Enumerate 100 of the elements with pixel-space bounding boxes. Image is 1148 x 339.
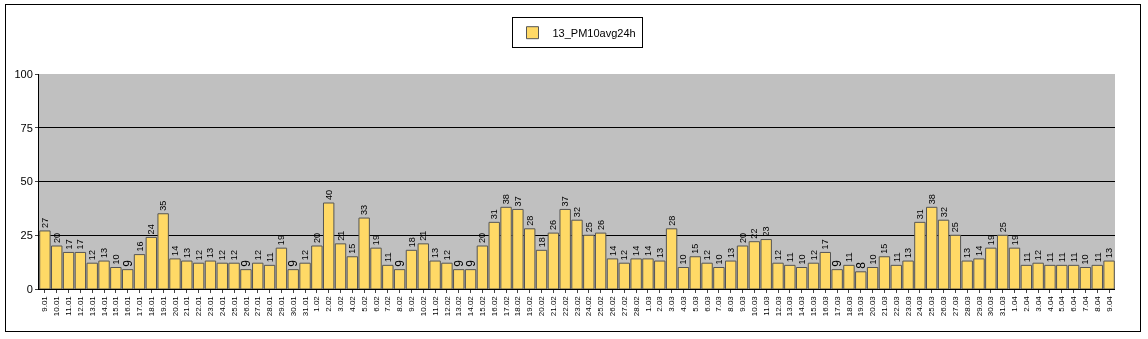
data-label: 8 <box>853 261 868 269</box>
data-label: 27 <box>39 217 50 228</box>
x-tick-label: 12.01 <box>75 295 85 317</box>
x-tick-label: 25.02 <box>596 295 606 317</box>
data-label: 13 <box>903 247 914 259</box>
x-tick-label: 18.03 <box>844 295 854 317</box>
x-tick-label: 10.01 <box>52 295 62 317</box>
x-tick-label: 8.04 <box>1092 295 1102 312</box>
x-tick-label: 24.03 <box>915 295 925 317</box>
data-label: 18 <box>536 237 547 248</box>
data-label: 37 <box>512 196 523 207</box>
data-label: 33 <box>359 204 370 216</box>
x-tick-label: 10.02 <box>418 295 428 317</box>
x-tick-label: 5.02 <box>359 295 369 312</box>
x-tick-label: 2.04 <box>1021 295 1031 312</box>
x-tick-label: 1.04 <box>1010 295 1020 312</box>
x-tick-label: 26.01 <box>241 295 251 317</box>
x-tick-label: 7.02 <box>383 295 393 312</box>
data-label: 40 <box>323 189 334 200</box>
x-tick-label: 16.03 <box>820 295 830 317</box>
data-label: 14 <box>974 245 985 256</box>
data-label: 14 <box>642 245 653 256</box>
data-label: 15 <box>879 243 890 254</box>
data-label: 14 <box>607 245 618 256</box>
x-tick-label: 4.02 <box>347 295 357 312</box>
data-label: 11 <box>890 252 902 263</box>
data-label: 13 <box>654 247 665 259</box>
x-tick-label: 28.02 <box>631 295 641 317</box>
data-label: 13 <box>962 247 973 259</box>
data-label: 12 <box>808 250 819 261</box>
x-tick-label: 29.01 <box>277 295 286 317</box>
x-tick-label: 6.02 <box>371 295 381 312</box>
data-label: 38 <box>501 194 512 205</box>
x-tick-label: 23.02 <box>572 295 582 317</box>
data-label: 24 <box>146 224 157 235</box>
data-label: 15 <box>690 243 701 254</box>
x-tick-label: 6.04 <box>1069 295 1079 312</box>
data-label: 9 <box>238 259 253 267</box>
data-label: 16 <box>134 241 145 252</box>
x-tick-label: 29.03 <box>974 295 984 317</box>
data-label: 32 <box>938 207 949 218</box>
x-tick-label: 22.03 <box>891 295 901 317</box>
x-tick-label: 30.01 <box>288 295 298 317</box>
x-tick-label: 25.03 <box>927 295 937 317</box>
data-label: 11 <box>843 252 855 263</box>
x-tick-label: 17.03 <box>832 295 842 317</box>
data-label: 11 <box>1044 252 1056 263</box>
data-label: 17 <box>820 239 831 250</box>
data-label: 10 <box>796 254 807 265</box>
data-label: 13 <box>1104 247 1115 259</box>
data-label: 10 <box>713 254 724 265</box>
data-label: 37 <box>560 196 571 207</box>
x-tick-label: 8.03 <box>726 295 736 312</box>
x-tick-label: 23.03 <box>903 295 913 317</box>
x-tick-label: 3.02 <box>336 295 346 312</box>
x-tick-label: 19.01 <box>158 295 168 317</box>
data-label: 31 <box>489 209 500 220</box>
x-tick-label: 1.03 <box>643 295 653 312</box>
x-tick-label: 20.01 <box>170 295 180 317</box>
data-label: 31 <box>914 209 925 220</box>
x-tick-label: 19.03 <box>856 295 866 317</box>
x-tick-label: 1.02 <box>312 295 322 312</box>
data-label: 12 <box>217 250 228 261</box>
data-label: 12 <box>773 250 784 261</box>
data-label: 9 <box>286 259 301 267</box>
data-label: 9 <box>463 259 478 267</box>
x-tick-label: 4.04 <box>1045 295 1055 312</box>
x-tick-label: 5.03 <box>690 295 700 312</box>
data-label: 12 <box>1033 250 1044 261</box>
x-tick-label: 31.01 <box>300 295 310 317</box>
x-tick-label: 15.01 <box>111 295 121 317</box>
data-label: 13 <box>181 247 192 259</box>
data-label: 25 <box>997 222 1008 233</box>
data-label: 11 <box>1091 252 1103 263</box>
x-tick-label: 23.01 <box>206 295 216 317</box>
data-label: 12 <box>441 250 452 261</box>
data-label: 32 <box>572 207 583 218</box>
x-tick-label: 13.03 <box>785 295 795 317</box>
data-label: 10 <box>867 254 878 265</box>
x-tick-label: 18.02 <box>513 295 523 317</box>
x-tick-label: 28.03 <box>962 295 972 317</box>
data-label: 12 <box>619 250 630 261</box>
x-tick-label: 14.03 <box>797 295 807 317</box>
x-tick-label: 11.02 <box>430 295 440 316</box>
x-tick-label: 7.04 <box>1081 295 1091 312</box>
data-label: 28 <box>524 215 535 226</box>
data-label: 12 <box>87 250 98 261</box>
y-tick-label: 0 <box>26 282 33 295</box>
x-tick-label: 27.03 <box>950 295 960 317</box>
y-tick-label: 25 <box>20 229 33 242</box>
y-tick-label: 50 <box>20 175 33 188</box>
data-label: 9 <box>830 259 845 267</box>
data-label: 17 <box>63 239 74 250</box>
x-tick-label: 9.04 <box>1104 295 1114 312</box>
data-label: 11 <box>1056 252 1068 263</box>
data-label: 18 <box>406 237 417 248</box>
x-tick-label: 7.03 <box>714 295 724 312</box>
data-label: 26 <box>595 219 606 231</box>
data-label: 11 <box>784 252 796 263</box>
x-tick-label: 18.01 <box>146 295 156 317</box>
